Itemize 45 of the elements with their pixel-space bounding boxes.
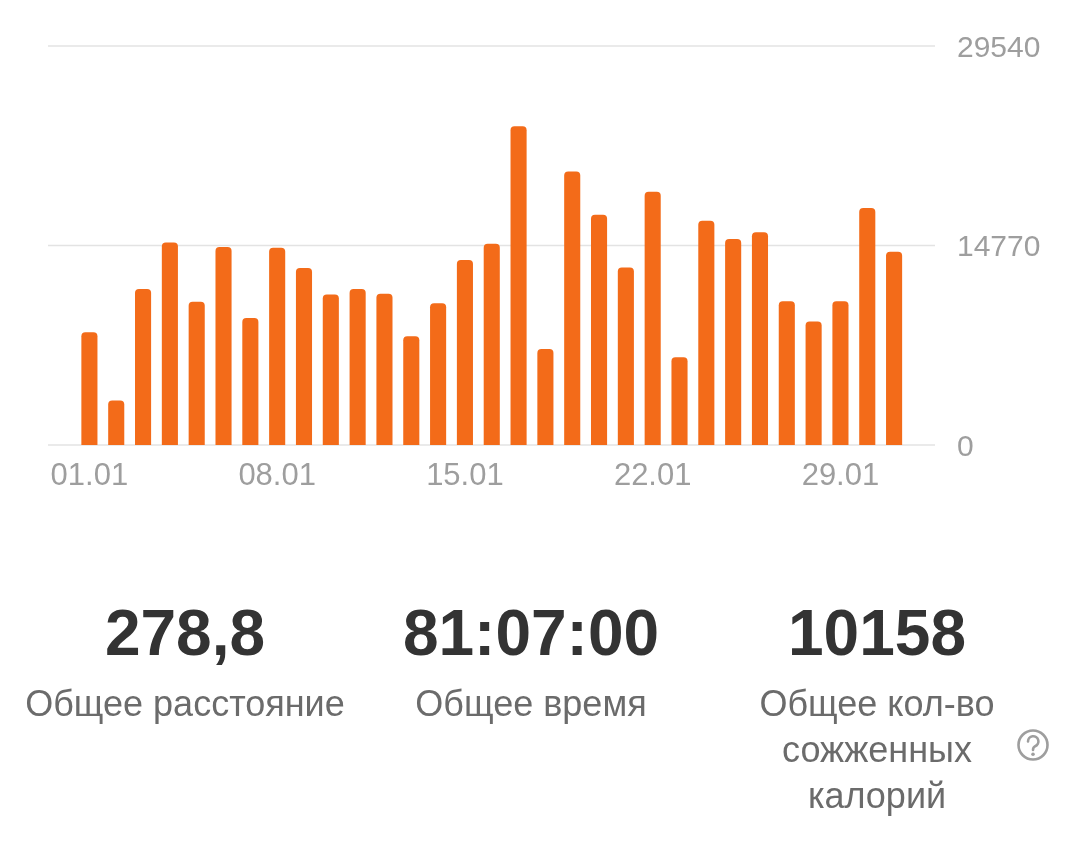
- text: 278,8: [104, 597, 266, 669]
- text: Общее кол-во сожженных калорий: [759, 683, 995, 816]
- x-tick-label: 22.01: [613, 457, 692, 492]
- bar: [215, 247, 232, 445]
- bar: [644, 191, 661, 445]
- bar: [295, 268, 313, 445]
- y-tick-label: 14770: [957, 229, 1041, 262]
- bar: [725, 239, 742, 445]
- bar: [269, 247, 286, 445]
- bar: [188, 301, 205, 445]
- bar: [242, 318, 259, 445]
- bar: [778, 301, 795, 445]
- bar: [135, 288, 152, 445]
- bar: [456, 259, 473, 445]
- bar: [832, 301, 849, 445]
- x-tick-label: 29.01: [801, 457, 880, 492]
- bar: [886, 251, 903, 445]
- text: 10158: [788, 597, 966, 669]
- bar: [698, 220, 715, 445]
- bar: [376, 293, 393, 445]
- bar: [671, 357, 688, 445]
- bar: [161, 242, 178, 445]
- bar: [510, 126, 527, 445]
- y-tick-label: 0: [957, 428, 974, 462]
- bar: [617, 267, 634, 445]
- bar: [81, 332, 98, 445]
- bar: [590, 214, 608, 445]
- x-tick-label: 01.01: [50, 457, 129, 492]
- bar: [537, 349, 554, 445]
- bar: [564, 171, 581, 445]
- bar: [108, 400, 125, 445]
- x-tick-label: 15.01: [426, 457, 504, 492]
- bar: [322, 294, 339, 445]
- bar: [430, 303, 447, 445]
- bar: [483, 243, 500, 445]
- y-tick-label: 29540: [957, 29, 1041, 63]
- text: 81:07:00: [402, 597, 660, 669]
- bar: [349, 288, 366, 445]
- text: Общее время: [415, 683, 647, 724]
- bar: [403, 336, 420, 445]
- x-tick-label: 08.01: [238, 457, 316, 492]
- bar: [805, 321, 822, 445]
- bar: [859, 207, 876, 445]
- bar: [751, 232, 769, 445]
- text: Общее расстояние: [25, 683, 345, 724]
